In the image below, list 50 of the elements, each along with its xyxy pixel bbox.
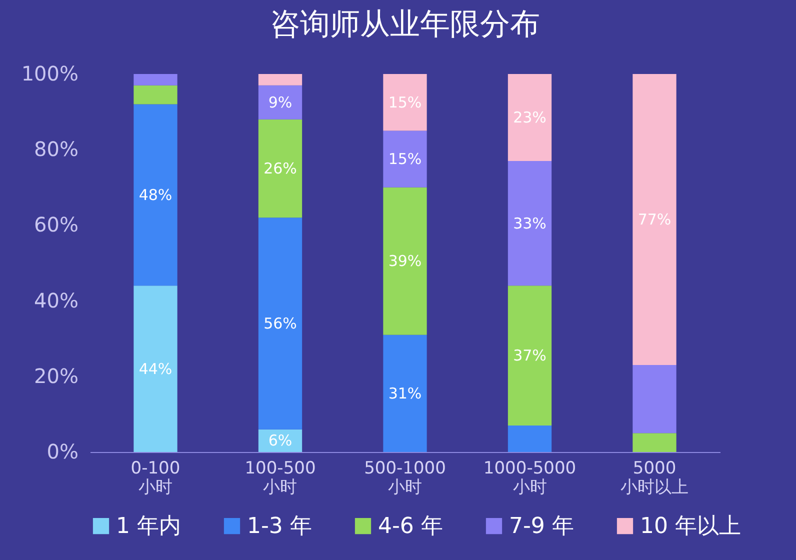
data-label: 9% bbox=[268, 93, 292, 112]
bar bbox=[134, 74, 178, 86]
data-label: 33% bbox=[513, 214, 546, 232]
data-label: 77% bbox=[638, 210, 672, 229]
y-tick-label: 60% bbox=[34, 212, 78, 237]
legend-label: 1-3 年 bbox=[247, 514, 312, 539]
bar bbox=[508, 74, 552, 161]
bar bbox=[258, 218, 302, 430]
bar bbox=[632, 365, 676, 434]
legend-label: 7-9 年 bbox=[509, 514, 574, 539]
x-tick-label: 500-1000 小时 bbox=[364, 458, 446, 498]
data-label: 15% bbox=[388, 150, 422, 168]
chart-title: 咨询师从业年限分布 bbox=[270, 7, 540, 42]
data-label: 15% bbox=[388, 93, 422, 112]
x-tick-label: 0-100 小时 bbox=[130, 458, 180, 498]
data-label: 37% bbox=[513, 346, 546, 365]
bar bbox=[134, 85, 178, 104]
y-tick-label: 100% bbox=[21, 62, 78, 86]
legend-label: 4-6 年 bbox=[378, 514, 443, 539]
bar bbox=[134, 104, 178, 286]
data-label: 48% bbox=[138, 186, 172, 204]
y-tick-label: 0% bbox=[46, 440, 78, 464]
bar bbox=[383, 187, 427, 335]
bar bbox=[134, 286, 178, 452]
x-tick-label: 1000-5000 小时 bbox=[483, 458, 576, 498]
bar bbox=[508, 286, 552, 426]
bar bbox=[632, 433, 676, 452]
data-label: 44% bbox=[138, 360, 172, 378]
bar bbox=[258, 74, 302, 86]
bar bbox=[383, 334, 427, 452]
legend-label: 1 年内 bbox=[116, 514, 181, 539]
x-tick-label: 100-500 小时 bbox=[244, 458, 316, 498]
data-label: 39% bbox=[388, 252, 422, 270]
data-label: 56% bbox=[264, 314, 297, 332]
bar bbox=[508, 160, 552, 286]
y-tick-label: 20% bbox=[34, 364, 78, 388]
bar bbox=[632, 74, 676, 366]
data-label: 23% bbox=[513, 108, 546, 126]
x-tick-label: 5000 小时以上 bbox=[620, 458, 689, 498]
legend-label: 10 年以上 bbox=[640, 514, 741, 539]
y-tick-label: 80% bbox=[34, 137, 78, 162]
bar bbox=[258, 85, 302, 120]
data-label: 31% bbox=[388, 384, 422, 402]
data-label: 6% bbox=[268, 432, 292, 450]
bar bbox=[258, 119, 302, 218]
data-label: 26% bbox=[264, 160, 297, 178]
bar bbox=[383, 130, 427, 188]
bar bbox=[383, 74, 427, 131]
y-tick-label: 40% bbox=[34, 288, 78, 312]
bar bbox=[508, 426, 552, 452]
